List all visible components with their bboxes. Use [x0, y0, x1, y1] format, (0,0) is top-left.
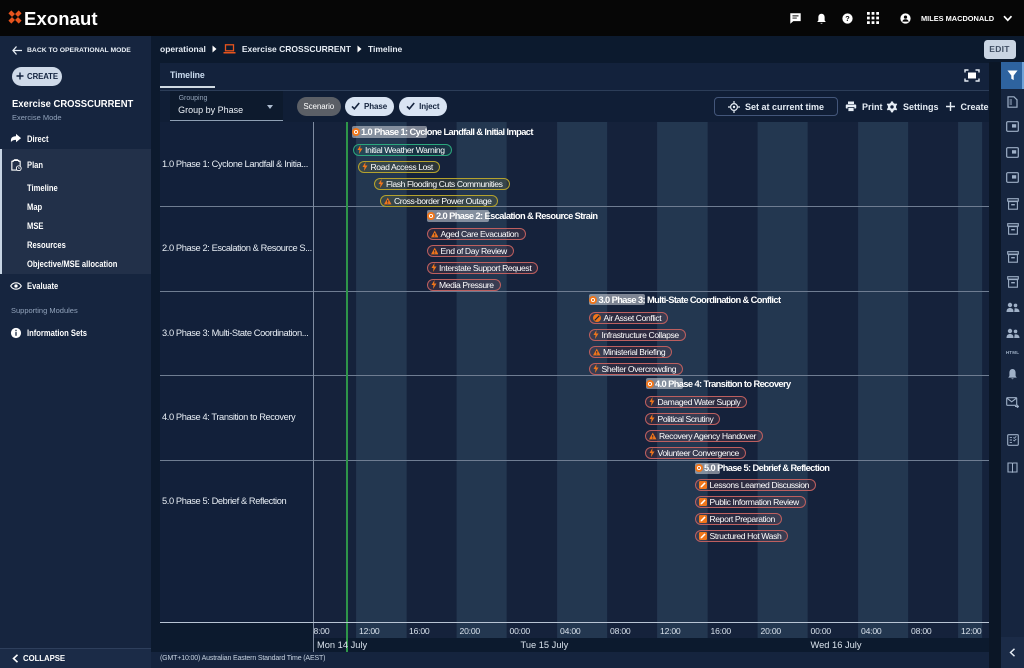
- svg-text:?: ?: [845, 14, 850, 23]
